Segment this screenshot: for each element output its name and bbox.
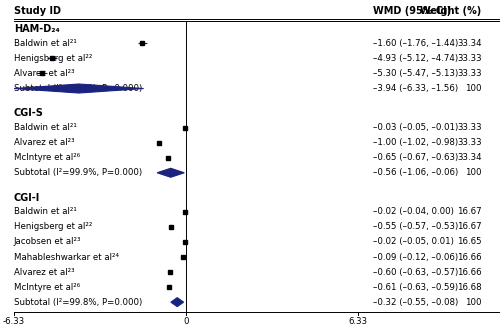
Text: CGI-I: CGI-I	[14, 193, 40, 203]
Text: Study ID: Study ID	[14, 6, 61, 16]
Polygon shape	[157, 168, 184, 177]
Text: 100: 100	[465, 168, 481, 177]
Text: -6.33: -6.33	[3, 317, 25, 326]
Text: McIntyre et al²⁶: McIntyre et al²⁶	[14, 283, 80, 292]
Text: Subtotal (I²=99.8%, P=0.000): Subtotal (I²=99.8%, P=0.000)	[14, 84, 142, 93]
Text: Henigsberg et al²²: Henigsberg et al²²	[14, 54, 92, 63]
Text: –5.30 (–5.47, –5.13): –5.30 (–5.47, –5.13)	[373, 69, 458, 78]
Text: 33.33: 33.33	[457, 69, 481, 78]
Text: 33.34: 33.34	[457, 153, 481, 162]
Text: –0.55 (–0.57, –0.53): –0.55 (–0.57, –0.53)	[373, 222, 458, 231]
Text: Baldwin et al²¹: Baldwin et al²¹	[14, 123, 77, 132]
Text: –0.03 (–0.05, –0.01): –0.03 (–0.05, –0.01)	[373, 123, 458, 132]
Text: 33.33: 33.33	[457, 138, 481, 147]
Text: –4.93 (–5.12, –4.74): –4.93 (–5.12, –4.74)	[373, 54, 458, 63]
Text: Mahableshwarkar et al²⁴: Mahableshwarkar et al²⁴	[14, 253, 119, 261]
Text: –3.94 (–6.33, –1.56): –3.94 (–6.33, –1.56)	[373, 84, 458, 93]
Text: 100: 100	[465, 298, 481, 307]
Text: 0: 0	[183, 317, 188, 326]
Text: –1.60 (–1.76, –1.44): –1.60 (–1.76, –1.44)	[373, 39, 458, 48]
Text: 33.33: 33.33	[457, 54, 481, 63]
Text: 16.68: 16.68	[457, 283, 481, 292]
Polygon shape	[171, 298, 183, 307]
Text: Alvarez et al²³: Alvarez et al²³	[14, 69, 74, 78]
Text: CGI-S: CGI-S	[14, 108, 44, 118]
Text: –0.09 (–0.12, –0.06): –0.09 (–0.12, –0.06)	[373, 253, 458, 261]
Text: –0.02 (–0.04, 0.00): –0.02 (–0.04, 0.00)	[373, 208, 454, 216]
Text: Subtotal (I²=99.8%, P=0.000): Subtotal (I²=99.8%, P=0.000)	[14, 298, 142, 307]
Text: HAM-D₂₄: HAM-D₂₄	[14, 24, 60, 34]
Text: McIntyre et al²⁶: McIntyre et al²⁶	[14, 153, 80, 162]
Text: Alvarez et al²³: Alvarez et al²³	[14, 267, 74, 277]
Text: 16.66: 16.66	[457, 253, 481, 261]
Text: 16.65: 16.65	[457, 237, 481, 247]
Text: 6.33: 6.33	[348, 317, 368, 326]
Text: 16.66: 16.66	[457, 267, 481, 277]
Text: –0.32 (–0.55, –0.08): –0.32 (–0.55, –0.08)	[373, 298, 458, 307]
Text: Henigsberg et al²²: Henigsberg et al²²	[14, 222, 92, 231]
Text: Jacobsen et al²³: Jacobsen et al²³	[14, 237, 82, 247]
Text: 33.33: 33.33	[457, 123, 481, 132]
Text: –0.56 (–1.06, –0.06): –0.56 (–1.06, –0.06)	[373, 168, 458, 177]
Text: Baldwin et al²¹: Baldwin et al²¹	[14, 39, 77, 48]
Text: Subtotal (I²=99.9%, P=0.000): Subtotal (I²=99.9%, P=0.000)	[14, 168, 142, 177]
Text: –0.65 (–0.67, –0.63): –0.65 (–0.67, –0.63)	[373, 153, 458, 162]
Text: 16.67: 16.67	[457, 222, 481, 231]
Text: –0.02 (–0.05, 0.01): –0.02 (–0.05, 0.01)	[373, 237, 454, 247]
Polygon shape	[14, 84, 143, 93]
Text: 100: 100	[465, 84, 481, 93]
Text: Weight (%): Weight (%)	[420, 6, 482, 16]
Text: Baldwin et al²¹: Baldwin et al²¹	[14, 208, 77, 216]
Text: Alvarez et al²³: Alvarez et al²³	[14, 138, 74, 147]
Text: WMD (95% CI): WMD (95% CI)	[373, 6, 451, 16]
Text: 33.34: 33.34	[457, 39, 481, 48]
Text: –1.00 (–1.02, –0.98): –1.00 (–1.02, –0.98)	[373, 138, 458, 147]
Text: 16.67: 16.67	[457, 208, 481, 216]
Text: –0.60 (–0.63, –0.57): –0.60 (–0.63, –0.57)	[373, 267, 458, 277]
Text: –0.61 (–0.63, –0.59): –0.61 (–0.63, –0.59)	[373, 283, 458, 292]
